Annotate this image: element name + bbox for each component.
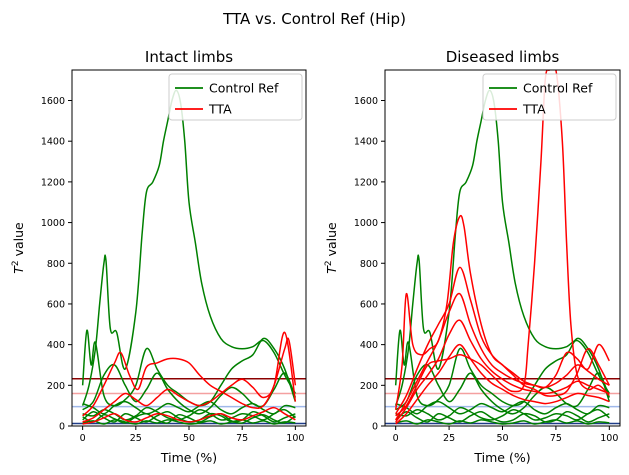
y-tick-label: 1000 [354,218,378,229]
series-line-tta-13 [395,343,610,425]
y-axis-label-sup: 2 [11,260,21,266]
y-tick-label: 1600 [41,96,65,107]
chart-title: Intact limbs [145,48,233,66]
series-line-control-ref-8 [82,412,296,424]
series-line-control-ref-3 [82,363,297,415]
y-tick-label: 1600 [354,96,378,107]
series-line-control-ref-7 [395,419,610,425]
series-line-control-ref-2 [81,329,297,407]
y-tick-label: 400 [47,340,65,351]
y-axis-label: T2 value [324,222,339,274]
series-line-control-ref-1 [81,89,297,406]
series-line-control-ref-6 [395,400,610,415]
legend-label: Control Ref [209,81,279,96]
legend-label: TTA [208,102,232,117]
y-tick-label: 1200 [354,177,378,188]
y-tick-label: 200 [360,381,378,392]
y-axis-label-main: T [324,265,339,274]
series-line-tta-12 [395,319,610,423]
y-tick-label: 0 [59,422,65,433]
series-line-tta-10 [395,266,610,415]
x-tick-label: 50 [183,433,195,444]
x-tick-label: 75 [236,433,248,444]
x-tick-label: 100 [600,433,618,444]
y-tick-label: 1200 [41,177,65,188]
y-axis-label-sup: 2 [324,260,334,266]
x-tick-label: 75 [550,433,562,444]
plot-area [72,89,306,425]
series-line-tta-10 [82,331,297,423]
x-tick-label: 25 [130,433,142,444]
x-axis-label: Time (%) [473,450,530,465]
legend: Control Ref TTA [168,73,303,121]
axes-frame [71,69,307,427]
series-line-control-ref-4 [395,406,610,421]
y-tick-label: 600 [47,299,65,310]
series-line-tta-9 [82,337,297,417]
x-tick-label: 0 [80,433,86,444]
y-tick-label: 1000 [41,218,65,229]
x-axis-label: Time (%) [160,450,217,465]
y-axis-label-main: T [11,265,26,274]
y-tick-label: 0 [372,422,378,433]
series-line-tta-11 [395,292,610,421]
series-line-tta-9 [395,70,610,417]
figure-title: TTA vs. Control Ref (Hip) [222,10,406,28]
series-line-control-ref-3 [395,363,611,415]
x-tick-label: 25 [443,433,455,444]
plot-area [385,70,620,425]
legend-label: TTA [522,102,546,117]
y-axis-label-rest: value [11,222,26,260]
y-axis-label: T2 value [11,222,26,274]
x-tick-label: 50 [496,433,508,444]
y-tick-label: 800 [360,259,378,270]
x-tick-label: 0 [393,433,399,444]
legend-label: Control Ref [523,81,593,96]
y-tick-label: 600 [360,299,378,310]
series-line-tta-11 [82,406,296,425]
y-tick-label: 800 [47,259,65,270]
series-line-control-ref-2 [394,329,611,407]
y-tick-label: 1400 [354,137,378,148]
y-axis-label-rest: value [324,222,339,260]
chart-title: Diseased limbs [446,48,560,66]
y-tick-label: 1400 [41,137,65,148]
y-tick-label: 200 [47,381,65,392]
x-tick-label: 100 [286,433,304,444]
series-line-tta-8 [394,214,610,410]
legend: Control Ref TTA [482,73,617,121]
y-tick-label: 400 [360,340,378,351]
